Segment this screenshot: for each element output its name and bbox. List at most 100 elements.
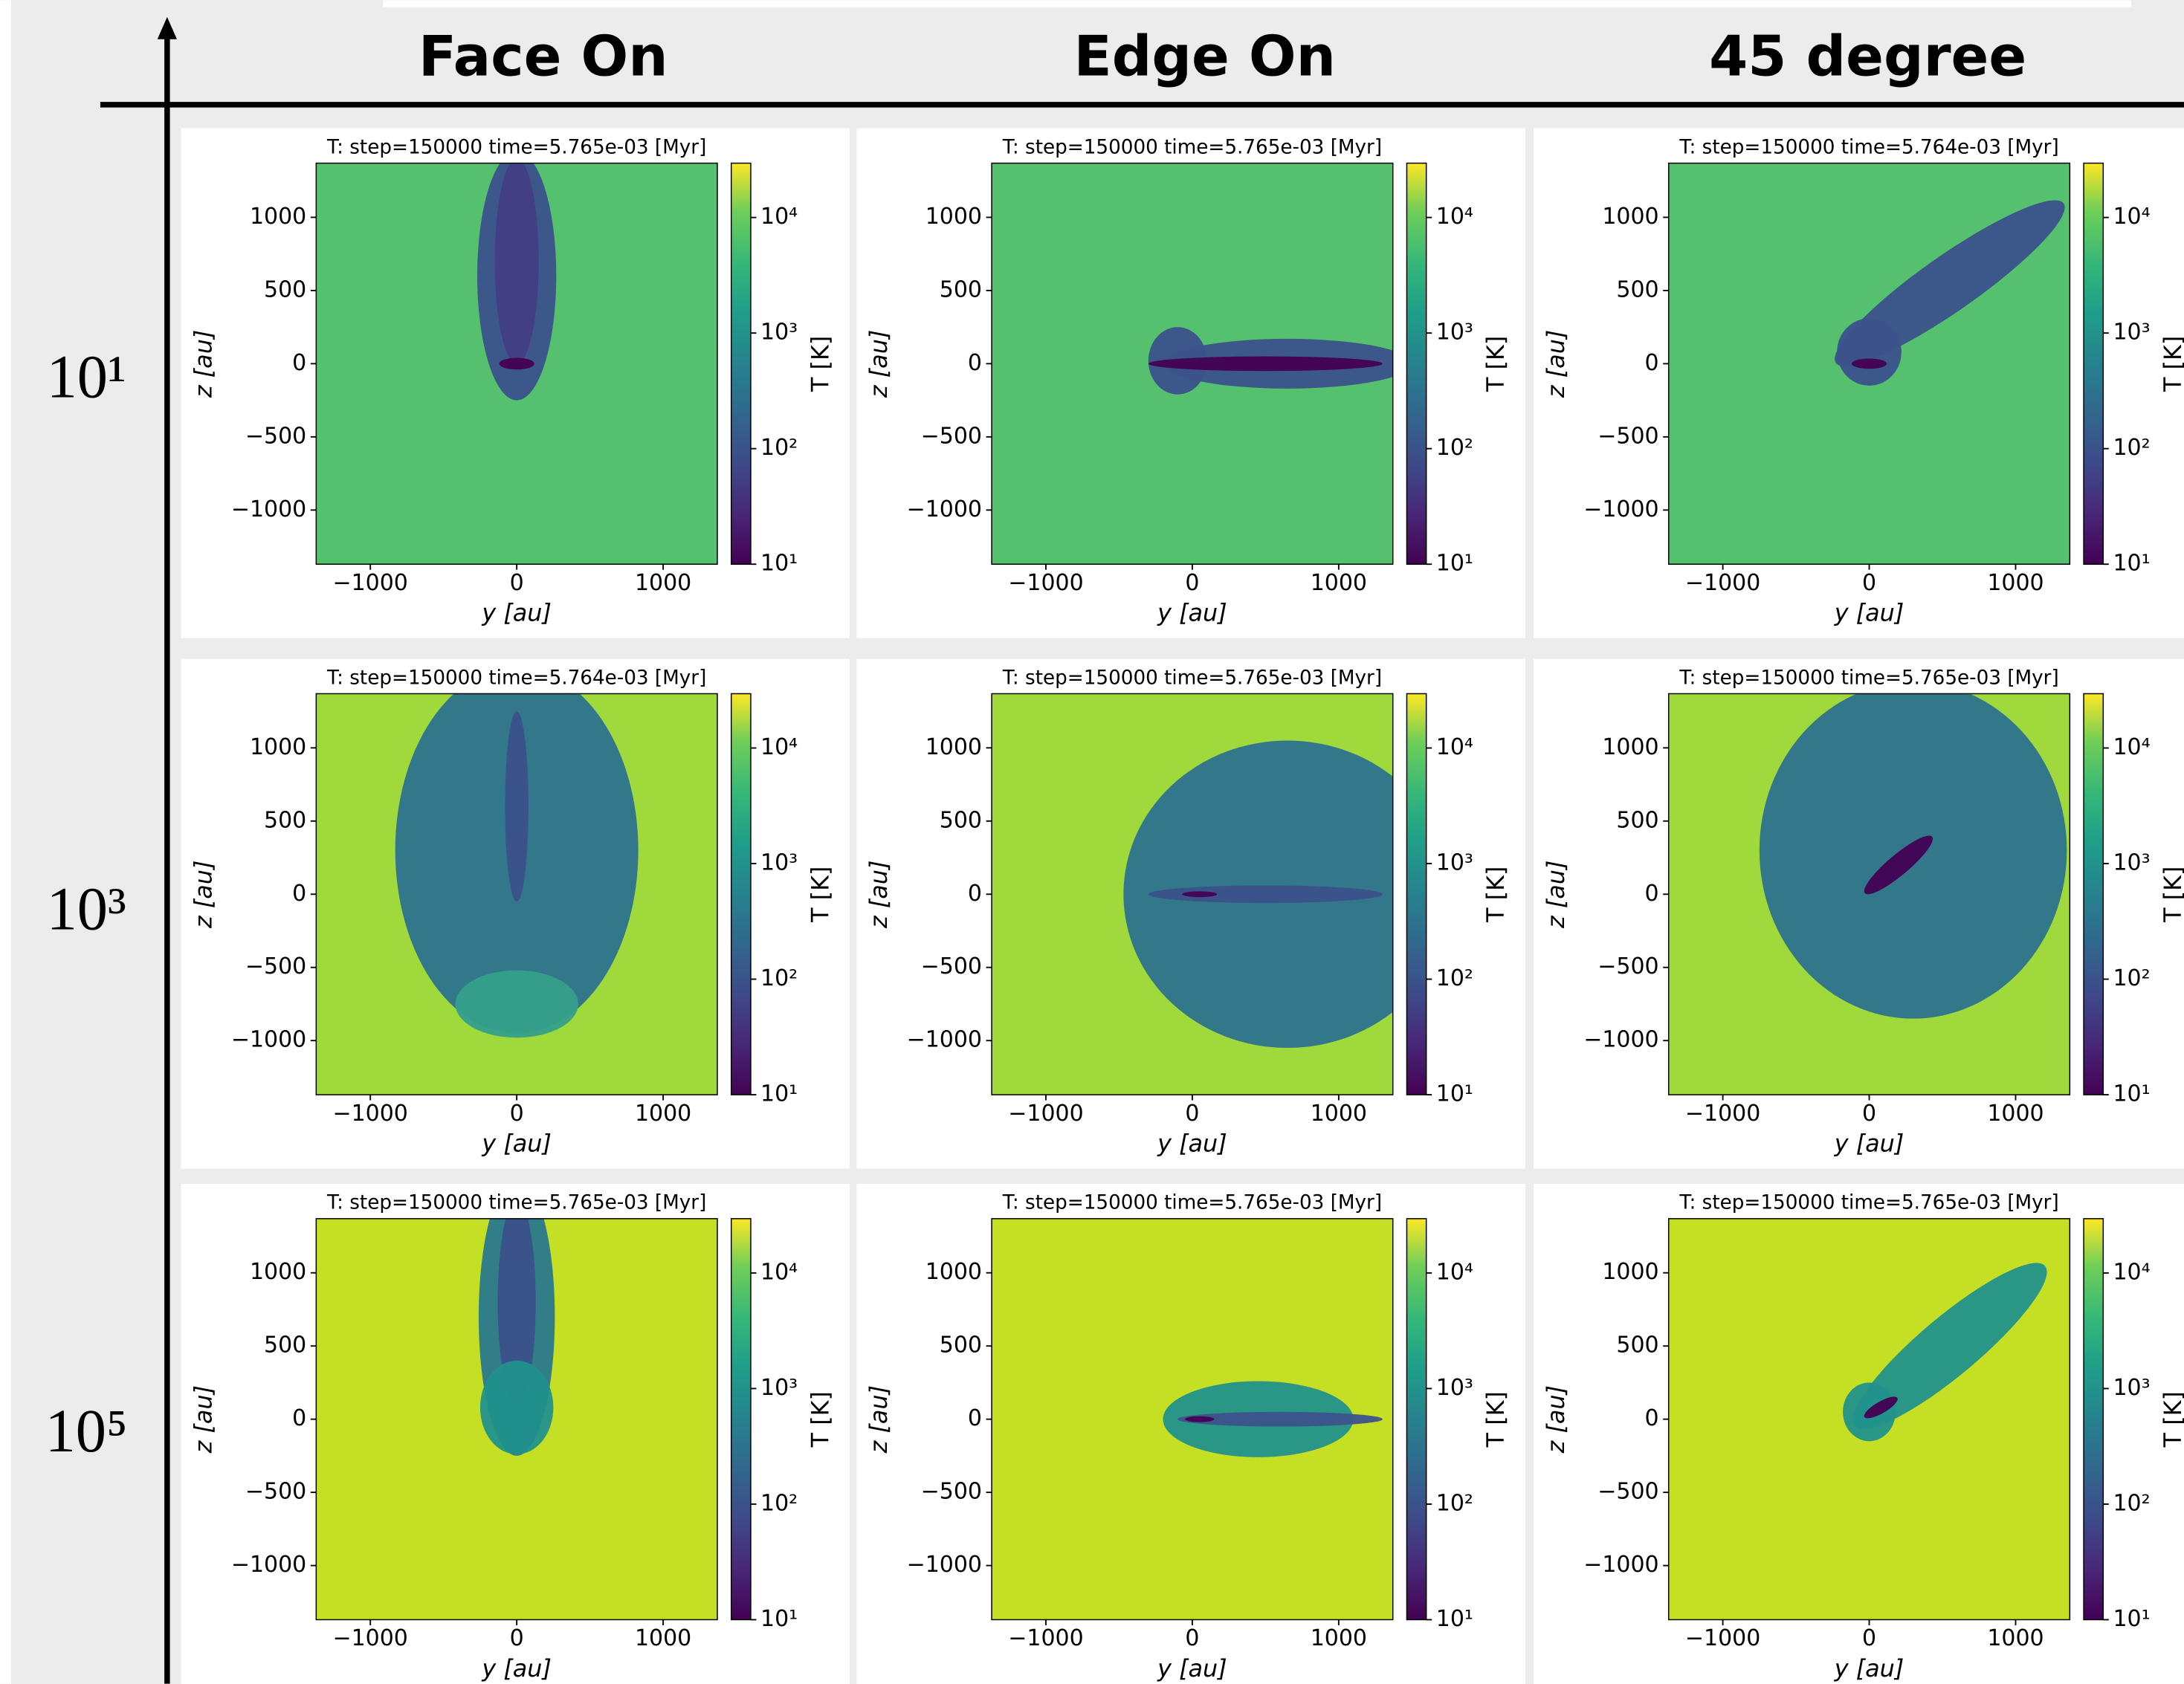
y-tick-label: −500 <box>245 423 306 449</box>
colorbar-tick-label: 10⁴ <box>1436 1259 1473 1285</box>
y-tick-label: 0 <box>1645 1405 1659 1431</box>
y-tick-label: −1000 <box>231 1552 306 1578</box>
panel-title: T: step=150000 time=5.765e-03 [Myr] <box>1679 667 2058 689</box>
colorbar <box>731 163 751 565</box>
heatmap <box>992 1219 1393 1620</box>
y-tick-label: −500 <box>921 1479 982 1505</box>
heatmap <box>316 667 717 1095</box>
x-axis-label: y [au] <box>481 1130 552 1158</box>
y-tick-label: −1000 <box>231 496 306 522</box>
x-tick-label: −1000 <box>1685 570 1760 596</box>
heatmap <box>1669 682 2070 1095</box>
y-tick-label: 500 <box>1616 807 1658 833</box>
x-axis-label: y [au] <box>481 1654 552 1683</box>
y-tick-label: 1000 <box>250 734 306 760</box>
colorbar-tick-label: 10⁴ <box>2113 204 2150 230</box>
panel-title: T: step=150000 time=5.765e-03 [Myr] <box>1002 136 1382 158</box>
colorbar-label: T [K] <box>1482 336 1510 392</box>
colorbar-tick-label: 10² <box>2113 965 2150 991</box>
heatmap <box>1669 1219 2070 1620</box>
heatmap-feature <box>455 971 578 1038</box>
y-axis-label: z [au] <box>1542 330 1570 398</box>
x-tick-label: 0 <box>510 1101 524 1127</box>
colorbar-label: T [K] <box>806 1391 834 1448</box>
y-tick-label: 1000 <box>250 1259 306 1285</box>
panel-title: T: step=150000 time=5.765e-03 [Myr] <box>326 136 706 158</box>
colorbar <box>2084 163 2103 565</box>
panel: T: step=150000 time=5.765e-03 [Myr] −1000… <box>1534 659 2184 1169</box>
colorbar <box>731 693 751 1095</box>
figure: Face On Edge On 45 degree 10¹ 10³ 10⁵ T:… <box>0 0 2184 1684</box>
y-tick-label: 500 <box>940 1332 982 1358</box>
panel-title: T: step=150000 time=5.765e-03 [Myr] <box>326 1192 706 1214</box>
y-tick-label: −500 <box>245 1479 306 1505</box>
column-header: 45 degree <box>1709 23 2026 88</box>
y-axis-label: z [au] <box>189 861 217 929</box>
panel-title: T: step=150000 time=5.765e-03 [Myr] <box>1679 1192 2058 1214</box>
colorbar-tick-label: 10⁴ <box>1436 734 1473 760</box>
colorbar-tick-label: 10³ <box>760 850 798 876</box>
y-tick-label: 500 <box>264 807 306 833</box>
heatmap <box>1669 163 2080 565</box>
x-tick-label: −1000 <box>1685 1625 1760 1651</box>
y-tick-label: −500 <box>921 423 982 449</box>
colorbar-label: T [K] <box>1482 1391 1510 1448</box>
colorbar-tick-label: 10⁴ <box>1436 204 1473 230</box>
y-tick-label: 0 <box>968 881 982 907</box>
y-tick-label: 0 <box>968 1405 982 1431</box>
x-tick-label: 1000 <box>1987 1101 2044 1127</box>
colorbar-label: T [K] <box>2159 867 2184 923</box>
x-tick-label: 0 <box>510 1625 524 1651</box>
colorbar <box>1406 693 1426 1095</box>
column-header: Face On <box>419 23 668 88</box>
panel: T: step=150000 time=5.765e-03 [Myr]−1000… <box>856 129 1525 638</box>
y-tick-label: −500 <box>1597 953 1658 979</box>
colorbar-label: T [K] <box>1482 867 1510 923</box>
y-tick-label: −500 <box>1597 423 1658 449</box>
colorbar <box>2084 693 2103 1095</box>
y-tick-label: −1000 <box>907 1552 982 1578</box>
x-axis-label: y [au] <box>1834 1654 1904 1683</box>
x-tick-label: 0 <box>1862 1625 1876 1651</box>
colorbar-tick-label: 10³ <box>1436 1375 1473 1401</box>
heatmap-feature <box>1837 318 1902 386</box>
panel: T: step=150000 time=5.765e-03 [Myr] −1000… <box>1534 1184 2184 1684</box>
colorbar-tick-label: 10¹ <box>760 551 798 577</box>
colorbar-tick-label: 10² <box>760 1490 798 1516</box>
y-tick-label: 0 <box>292 350 306 376</box>
colorbar-tick-label: 10² <box>2113 1490 2150 1516</box>
colorbar-tick-label: 10¹ <box>1436 551 1473 577</box>
row-label: 10³ <box>47 875 126 942</box>
x-tick-label: −1000 <box>1685 1101 1760 1127</box>
x-tick-label: −1000 <box>333 1101 408 1127</box>
y-tick-label: 500 <box>940 276 982 302</box>
panel-title: T: step=150000 time=5.765e-03 [Myr] <box>1002 667 1382 689</box>
colorbar-tick-label: 10² <box>1436 435 1473 461</box>
x-tick-label: 1000 <box>1987 1625 2044 1651</box>
colorbar-label: T [K] <box>806 867 834 923</box>
heatmap-feature <box>505 711 529 901</box>
colorbar <box>2084 1219 2103 1620</box>
colorbar-tick-label: 10³ <box>1436 850 1473 876</box>
y-tick-label: 0 <box>1645 881 1659 907</box>
heatmap-feature <box>500 357 534 369</box>
x-tick-label: 0 <box>1862 1101 1876 1127</box>
y-tick-label: −1000 <box>231 1027 306 1053</box>
y-tick-label: 0 <box>968 350 982 376</box>
colorbar <box>1406 163 1426 565</box>
heatmap-feature <box>1185 1416 1214 1422</box>
y-tick-label: 0 <box>1645 350 1659 376</box>
panel-title: T: step=150000 time=5.764e-03 [Myr] <box>1679 136 2058 158</box>
x-tick-label: 0 <box>510 570 524 596</box>
x-axis-label: y [au] <box>1157 1130 1227 1158</box>
row-label: 10⁵ <box>45 1397 128 1465</box>
colorbar-label: T [K] <box>806 336 834 392</box>
x-tick-label: −1000 <box>1008 1101 1083 1127</box>
colorbar-tick-label: 10⁴ <box>2113 734 2150 760</box>
colorbar <box>731 1219 751 1620</box>
y-tick-label: 1000 <box>925 204 982 230</box>
column-header: Edge On <box>1074 23 1336 88</box>
colorbar-tick-label: 10⁴ <box>760 734 798 760</box>
y-tick-label: 1000 <box>925 734 982 760</box>
colorbar-tick-label: 10¹ <box>1436 1081 1473 1107</box>
